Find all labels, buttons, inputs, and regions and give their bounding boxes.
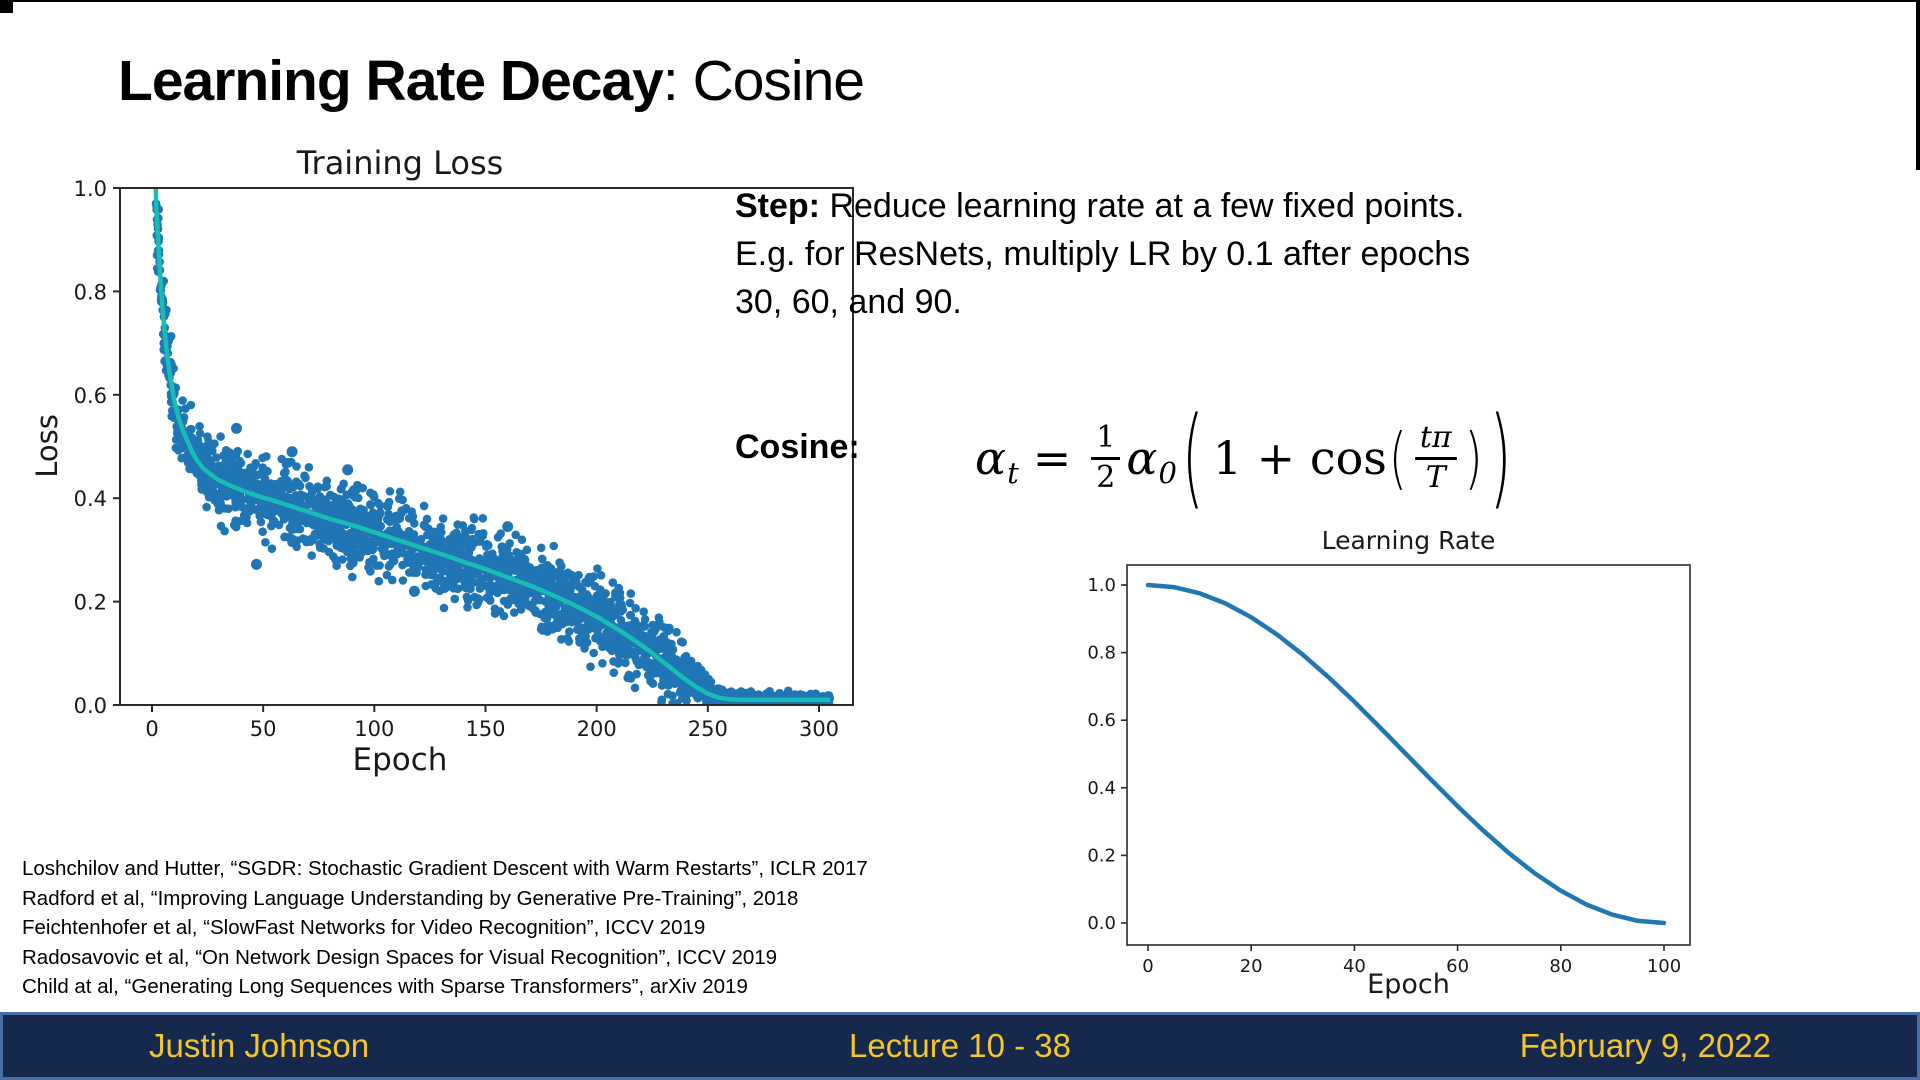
title-bold-part: Learning Rate Decay — [118, 49, 664, 113]
svg-text:200: 200 — [577, 717, 617, 741]
formula-tpi-fraction: tπ T — [1414, 421, 1457, 495]
step-text: 30, 60, and 90. — [735, 283, 962, 321]
x-axis-label: Epoch — [353, 742, 448, 778]
fraction-denominator: T — [1425, 460, 1446, 495]
formula-sub-t: t — [1007, 456, 1019, 490]
formula-one-plus: 1 + — [1212, 431, 1296, 485]
svg-text:80: 80 — [1549, 956, 1572, 977]
svg-text:0.2: 0.2 — [1087, 845, 1116, 866]
svg-text:1.0: 1.0 — [74, 177, 107, 201]
footer-lecture-page: Lecture 10 - 38 — [849, 1027, 1071, 1064]
formula-sub-0: 0 — [1158, 456, 1177, 490]
svg-text:0.6: 0.6 — [1087, 710, 1116, 731]
y-axis-label: Loss — [35, 414, 64, 478]
svg-text:0.2: 0.2 — [74, 591, 107, 615]
svg-text:0.8: 0.8 — [74, 280, 107, 304]
svg-text:0.0: 0.0 — [1087, 913, 1116, 934]
formula-alpha-t: α — [975, 431, 1007, 485]
fraction-numerator: tπ — [1414, 421, 1457, 460]
svg-text:300: 300 — [799, 717, 839, 741]
svg-text:0.0: 0.0 — [74, 694, 107, 718]
svg-text:60: 60 — [1446, 956, 1469, 977]
svg-text:100: 100 — [1647, 956, 1681, 977]
step-line: 30, 60, and 90. — [735, 278, 1545, 326]
svg-text:40: 40 — [1343, 956, 1366, 977]
open-paren-med: ( — [1388, 418, 1407, 498]
formula-cos: cos — [1309, 431, 1387, 485]
x-axis-label: Epoch — [1367, 969, 1450, 1000]
fraction-numerator: 1 — [1091, 421, 1121, 460]
svg-text:0.6: 0.6 — [74, 384, 107, 408]
plot-border — [1126, 564, 1691, 946]
step-text: E.g. for ResNets, multiply LR by 0.1 aft… — [735, 235, 1471, 273]
fraction-denominator: 2 — [1096, 460, 1116, 495]
svg-text:0.8: 0.8 — [1087, 643, 1116, 664]
open-paren-big: ( — [1181, 394, 1204, 522]
frame-artifact-corner — [0, 0, 13, 13]
step-label: Step: — [735, 187, 820, 225]
y-axis: 0.0 0.2 0.4 0.6 0.8 1.0 — [74, 177, 120, 718]
citation-line: Child at al, “Generating Long Sequences … — [22, 975, 748, 999]
citation-line: Radosavovic et al, “On Network Design Sp… — [22, 945, 778, 969]
close-paren-big: ) — [1489, 394, 1512, 522]
close-paren-med: ) — [1464, 418, 1483, 498]
frame-artifact-top — [0, 0, 1920, 2]
x-axis: 0 50 100 150 200 250 300 — [145, 705, 839, 741]
step-text: Reduce learning rate at a few fixed poin… — [829, 187, 1465, 225]
page-title: Learning Rate Decay: Cosine — [118, 48, 865, 114]
lr-curve — [1145, 582, 1667, 926]
svg-text:100: 100 — [354, 717, 394, 741]
formula-alpha-0: α — [1126, 431, 1158, 485]
svg-text:1.0: 1.0 — [1087, 575, 1116, 596]
chart-title: Learning Rate — [1322, 526, 1496, 555]
frame-artifact-right — [1916, 0, 1920, 170]
citations-block: Loshchilov and Hutter, “SGDR: Stochastic… — [22, 854, 868, 1002]
citation-line: Feichtenhofer et al, “SlowFast Networks … — [22, 916, 706, 940]
x-axis: 0 20 40 60 80 100 — [1142, 945, 1681, 977]
svg-text:250: 250 — [688, 717, 728, 741]
step-paragraph: Step: Reduce learning rate at a few fixe… — [735, 182, 1545, 326]
svg-text:0.4: 0.4 — [1087, 778, 1116, 799]
footer-bar: Justin Johnson Lecture 10 - 38 February … — [0, 1012, 1920, 1080]
citation-line: Radford et al, “Improving Language Under… — [22, 886, 799, 910]
training-loss-chart: 0 50 100 150 200 250 300 0.0 0.2 0.4 0.6 0.8 1.0 Trai… — [35, 148, 854, 778]
step-line: E.g. for ResNets, multiply LR by 0.1 aft… — [735, 230, 1545, 278]
formula-equals: = — [1032, 431, 1072, 485]
scatter-points — [151, 199, 834, 705]
svg-text:0.4: 0.4 — [74, 487, 107, 511]
citation-line: Loshchilov and Hutter, “SGDR: Stochastic… — [22, 857, 868, 880]
footer-date: February 9, 2022 — [1519, 1027, 1772, 1064]
mean-loss-line — [153, 188, 831, 703]
svg-text:150: 150 — [465, 717, 505, 741]
svg-text:0: 0 — [1142, 956, 1153, 977]
cosine-label: Cosine: — [735, 428, 860, 466]
title-regular-part: : Cosine — [662, 49, 865, 113]
svg-text:50: 50 — [250, 717, 277, 741]
footer-author: Justin Johnson — [149, 1027, 370, 1064]
svg-text:0: 0 — [145, 717, 158, 741]
svg-text:20: 20 — [1240, 956, 1263, 977]
step-line: Step: Reduce learning rate at a few fixe… — [735, 182, 1545, 230]
learning-rate-chart: 0 20 40 60 80 100 0.0 0.2 0.4 0.6 0.8 1.0 Learning R… — [1087, 526, 1691, 1000]
chart-title: Training Loss — [296, 148, 504, 182]
y-axis: 0.0 0.2 0.4 0.6 0.8 1.0 — [1087, 575, 1127, 934]
